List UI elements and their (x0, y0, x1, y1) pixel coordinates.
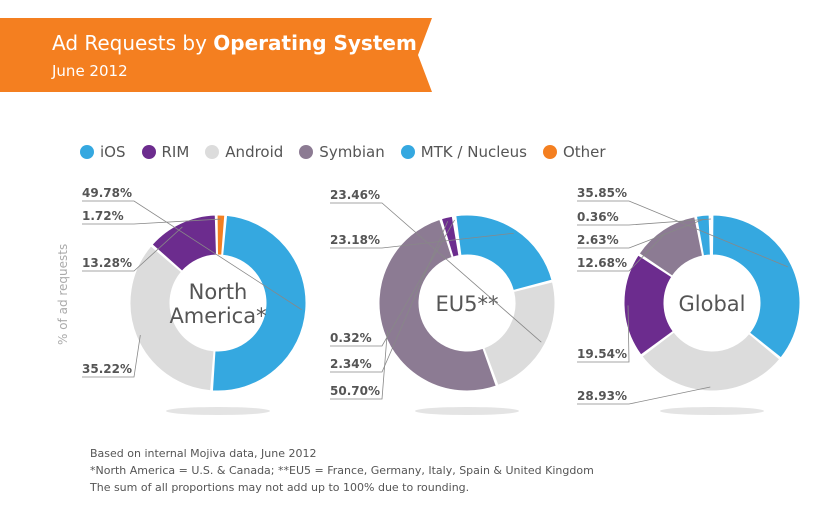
y-axis-label: % of ad requests (56, 244, 70, 345)
data-label-android: 28.93% (577, 389, 627, 403)
leader-line (330, 329, 388, 400)
leader-line (82, 200, 302, 311)
title-prefix: Ad Requests by (52, 31, 214, 55)
donut-eu5: EU5** 50.70% 2.34% 0.32% 23.18% 23.46% (330, 188, 556, 415)
leader-line (330, 219, 455, 347)
donut-hole (419, 255, 515, 351)
footnote: Based on internal Mojiva data, June 2012… (90, 445, 594, 496)
legend-swatch (205, 145, 220, 159)
leader-line (577, 219, 704, 249)
leader-line (577, 218, 712, 226)
leader-line (577, 232, 666, 272)
data-label-rim: 13.28% (82, 256, 132, 270)
data-label-android: 35.22% (82, 362, 132, 376)
data-label-ios: 23.18% (330, 233, 380, 247)
chart-title: Ad Requests by Operating System (52, 31, 417, 55)
legend-item-rim: RIM (141, 143, 190, 161)
y-axis-label-wrap: % of ad requests (53, 215, 73, 345)
data-label-rim: 19.54% (577, 347, 627, 361)
donut-global: Global 35.85% 28.93% 19.54% 12.68% 2.63% 0.36% (577, 186, 801, 415)
title-bold: Operating System (213, 31, 417, 55)
donut-center-label: Global (679, 292, 746, 316)
donut-shadow (415, 407, 519, 415)
legend-label: Android (225, 143, 284, 161)
legend-item-other: Other (542, 143, 606, 161)
donut-center-label: EU5** (436, 292, 499, 316)
legend-swatch (542, 145, 557, 159)
legend-swatch (400, 145, 415, 159)
banner-shape (0, 18, 432, 92)
data-label-rim: 2.34% (330, 357, 372, 371)
data-label-ios: 35.85% (577, 186, 627, 200)
footnote-line-1: Based on internal Mojiva data, June 2012 (90, 447, 317, 460)
leader-line (577, 200, 788, 268)
data-label-mtk-nucleus: 2.63% (577, 233, 619, 247)
leader-line (82, 218, 221, 225)
data-label-symbian: 12.68% (577, 256, 627, 270)
legend-item-symbian: Symbian (299, 143, 385, 161)
donut-hole (664, 255, 760, 351)
legend-item-ios: iOS (80, 143, 126, 161)
legend-label: Symbian (319, 143, 385, 161)
data-label-android: 23.46% (330, 188, 380, 202)
donut-hole (170, 255, 266, 351)
donut-shadow (660, 407, 764, 415)
legend-label: iOS (100, 143, 126, 161)
footnote-line-2: *North America = U.S. & Canada; **EU5 = … (90, 464, 594, 477)
legend-item-android: Android (205, 143, 283, 161)
legend-label: MTK / Nucleus (420, 143, 527, 161)
data-label-symbian: 50.70% (330, 384, 380, 398)
leader-line (330, 202, 542, 343)
title-banner (0, 18, 432, 92)
legend-swatch (141, 145, 156, 159)
chart-subtitle: June 2012 (52, 62, 128, 80)
data-label-other: 0.32% (330, 331, 372, 345)
leader-line (82, 226, 183, 272)
leader-line (330, 221, 449, 373)
data-label-other: 1.72% (82, 209, 124, 223)
footnote-line-3: The sum of all proportions may not add u… (90, 481, 470, 494)
data-label-other: 0.36% (577, 210, 619, 224)
leader-line (82, 334, 141, 378)
legend: iOS RIM Android Symbian MTK / Nucleus Other (80, 143, 622, 161)
legend-item-mtk-nucleus: MTK / Nucleus (400, 143, 527, 161)
leader-line (577, 305, 630, 363)
donut-center-label: America* (169, 304, 266, 328)
legend-swatch (80, 145, 94, 159)
legend-label: Other (562, 143, 606, 161)
leader-line (330, 232, 514, 249)
legend-label: RIM (161, 143, 190, 161)
slice-android (641, 331, 781, 392)
donut-center-label: North (189, 280, 248, 304)
leader-line (577, 386, 711, 405)
legend-swatch (299, 145, 314, 159)
data-label-ios: 49.78% (82, 186, 132, 200)
donut-shadow (166, 407, 270, 415)
